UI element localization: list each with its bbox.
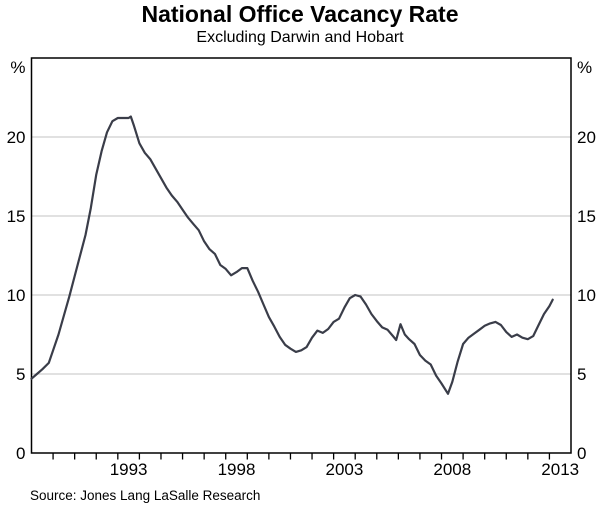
- chart-subtitle: Excluding Darwin and Hobart: [196, 29, 404, 46]
- y-axis-label-left-20: 20: [7, 128, 26, 147]
- source-note: Source: Jones Lang LaSalle Research: [30, 488, 261, 503]
- x-axis-label-1998: 1998: [218, 460, 256, 479]
- y-axis-label-right-0: 0: [577, 444, 586, 463]
- x-axis-label-1993: 1993: [110, 460, 148, 479]
- plot-frame: [30, 57, 572, 454]
- y-axis-label-left-10: 10: [7, 286, 26, 305]
- chart-title: National Office Vacancy Rate: [141, 1, 459, 27]
- x-axis-label-2003: 2003: [325, 460, 363, 479]
- vacancy-rate-line: [30, 115, 554, 395]
- x-axis-label-2008: 2008: [433, 460, 471, 479]
- x-axis-label-2013: 2013: [541, 460, 579, 479]
- y-axis-unit-left: %: [10, 58, 25, 77]
- y-axis-label-right-10: 10: [577, 286, 596, 305]
- y-axis-unit-right: %: [577, 58, 592, 77]
- y-axis-label-left-0: 0: [16, 444, 25, 463]
- y-axis-label-right-5: 5: [577, 365, 586, 384]
- y-axis-label-left-15: 15: [7, 207, 26, 226]
- y-axis-label-left-5: 5: [16, 365, 25, 384]
- y-axis-label-right-20: 20: [577, 128, 596, 147]
- y-axis-label-right-15: 15: [577, 207, 596, 226]
